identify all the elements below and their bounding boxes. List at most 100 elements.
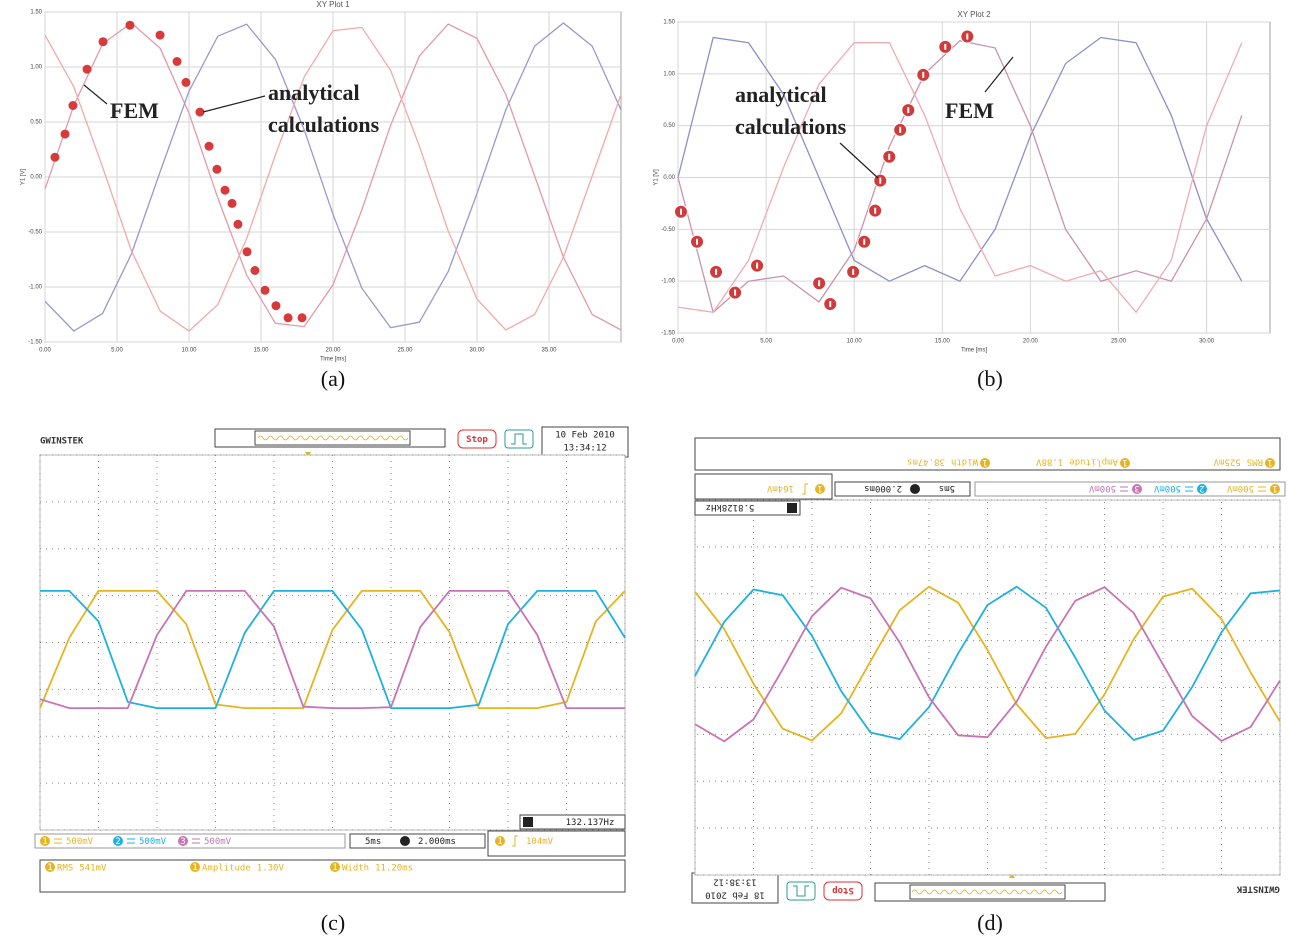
x-tick-label: 30.00	[1199, 339, 1215, 345]
measurement-value: 541mV	[79, 863, 107, 873]
y-tick-label: -1.50	[28, 340, 42, 346]
channel-scale: 500mV	[66, 837, 94, 847]
channel-number: 1	[1122, 457, 1127, 467]
frequency: 5.8128kHz	[706, 502, 755, 512]
y-tick-label: -1.50	[661, 331, 675, 337]
frequency-icon	[523, 817, 533, 827]
x-tick-label: 30.00	[469, 348, 485, 354]
y-tick-label: 0.50	[30, 120, 42, 126]
frequency: 132.137Hz	[566, 818, 615, 828]
measurement: RMS525mV	[1213, 457, 1263, 467]
channel-number: 1	[982, 457, 987, 467]
y-tick-label: 0.00	[663, 175, 675, 181]
data-point	[228, 199, 237, 208]
y-tick-label: -0.50	[661, 227, 675, 233]
brand: GWINSTEK	[40, 437, 84, 447]
measurement: Width38.47ms	[907, 457, 978, 467]
data-point	[233, 220, 242, 229]
measurement-value: 1.30V	[257, 863, 285, 873]
trigger-mode-box	[787, 882, 815, 900]
channel-number: 2	[115, 837, 120, 847]
time: 13:34:12	[563, 444, 606, 454]
data-point	[181, 78, 190, 87]
status: Stop	[832, 885, 854, 895]
measurement-value: 11.20ms	[375, 863, 413, 873]
measurement-label: Width	[951, 457, 978, 467]
delay: 2.000ms	[418, 837, 456, 847]
channel-scale: 500mV	[139, 837, 167, 847]
x-tick-label: 25.00	[397, 348, 413, 354]
trigger-mode-box	[505, 430, 533, 448]
x-tick-label: 15.00	[253, 348, 269, 354]
measurement-label: Width	[342, 863, 369, 873]
data-point	[261, 286, 270, 295]
caption: (d)	[977, 910, 1003, 935]
x-tick-label: 0.00	[672, 339, 684, 345]
y-tick-label: 1.50	[30, 10, 42, 16]
trigger-box	[695, 474, 832, 499]
trigger-level: 104mV	[526, 837, 554, 847]
x-tick-label: 10.00	[847, 339, 863, 345]
y-tick-label: 1.00	[30, 65, 42, 71]
data-point	[205, 142, 214, 151]
y-tick-label: 1.50	[663, 20, 675, 26]
annotation: FEM	[945, 98, 994, 123]
x-tick-label: 25.00	[1111, 339, 1127, 345]
channel-scale: 500mV	[1153, 483, 1181, 493]
channel-scale: 500mV	[204, 837, 232, 847]
channel-number: 3	[1134, 483, 1139, 493]
measurement-value: 525mV	[1213, 457, 1241, 467]
measurement: Amplitude 1.30V	[202, 863, 284, 873]
trigger-level: 164mV	[766, 483, 794, 493]
data-point	[83, 65, 92, 74]
data-point	[243, 247, 252, 256]
x-axis-label: Time [ms]	[961, 348, 987, 354]
data-point	[156, 31, 165, 40]
timebase: 5ms	[365, 837, 381, 847]
date: 10 Feb 2010	[555, 431, 615, 441]
status: Stop	[466, 435, 488, 445]
trigger-box	[488, 831, 625, 856]
brand: GWINSTEK	[1236, 884, 1280, 894]
data-point	[68, 101, 77, 110]
measurement-label: Amplitude	[202, 863, 251, 873]
channel-number: 1	[332, 863, 337, 873]
date: 18 Feb 2010	[705, 890, 765, 900]
caption: (a)	[321, 366, 345, 391]
data-point	[50, 153, 59, 162]
channel-scale: 500mV	[1088, 483, 1116, 493]
data-point	[271, 301, 280, 310]
chart-title: XY Plot 2	[957, 10, 991, 19]
channel-scale: 500mV	[1226, 483, 1254, 493]
channel-number: 1	[47, 863, 52, 873]
annotation: calculations	[268, 112, 380, 137]
measurement-label: Amplitude	[1069, 457, 1118, 467]
delay: 2.000ms	[864, 483, 902, 493]
time: 13:38:12	[713, 877, 756, 887]
y-tick-label: -1.00	[661, 279, 675, 285]
caption: (c)	[321, 910, 345, 935]
x-tick-label: 15.00	[935, 339, 951, 345]
data-point	[61, 130, 70, 139]
delay-icon	[910, 484, 920, 494]
measurement: Width 11.20ms	[342, 863, 413, 873]
channel-number: 1	[1267, 457, 1272, 467]
annotation: FEM	[110, 98, 159, 123]
annotation: calculations	[735, 114, 847, 139]
y-axis-label: Y1 [V]	[654, 169, 660, 186]
data-point	[212, 165, 221, 174]
data-point	[173, 57, 182, 66]
data-point	[250, 266, 259, 275]
chart-title: XY Plot 1	[316, 0, 350, 9]
x-tick-label: 5.00	[111, 348, 123, 354]
data-point	[125, 21, 134, 30]
x-tick-label: 10.00	[181, 348, 197, 354]
data-point	[298, 313, 307, 322]
channel-number: 3	[180, 837, 185, 847]
channel-number: 2	[1199, 483, 1204, 493]
frequency-icon	[787, 503, 797, 513]
annotation: analytical	[268, 80, 360, 105]
scope-screen: GWINSTEK Stop 18 Feb 2010 13:38:12 5.8128kHz…	[692, 438, 1285, 903]
data-point	[99, 37, 108, 46]
